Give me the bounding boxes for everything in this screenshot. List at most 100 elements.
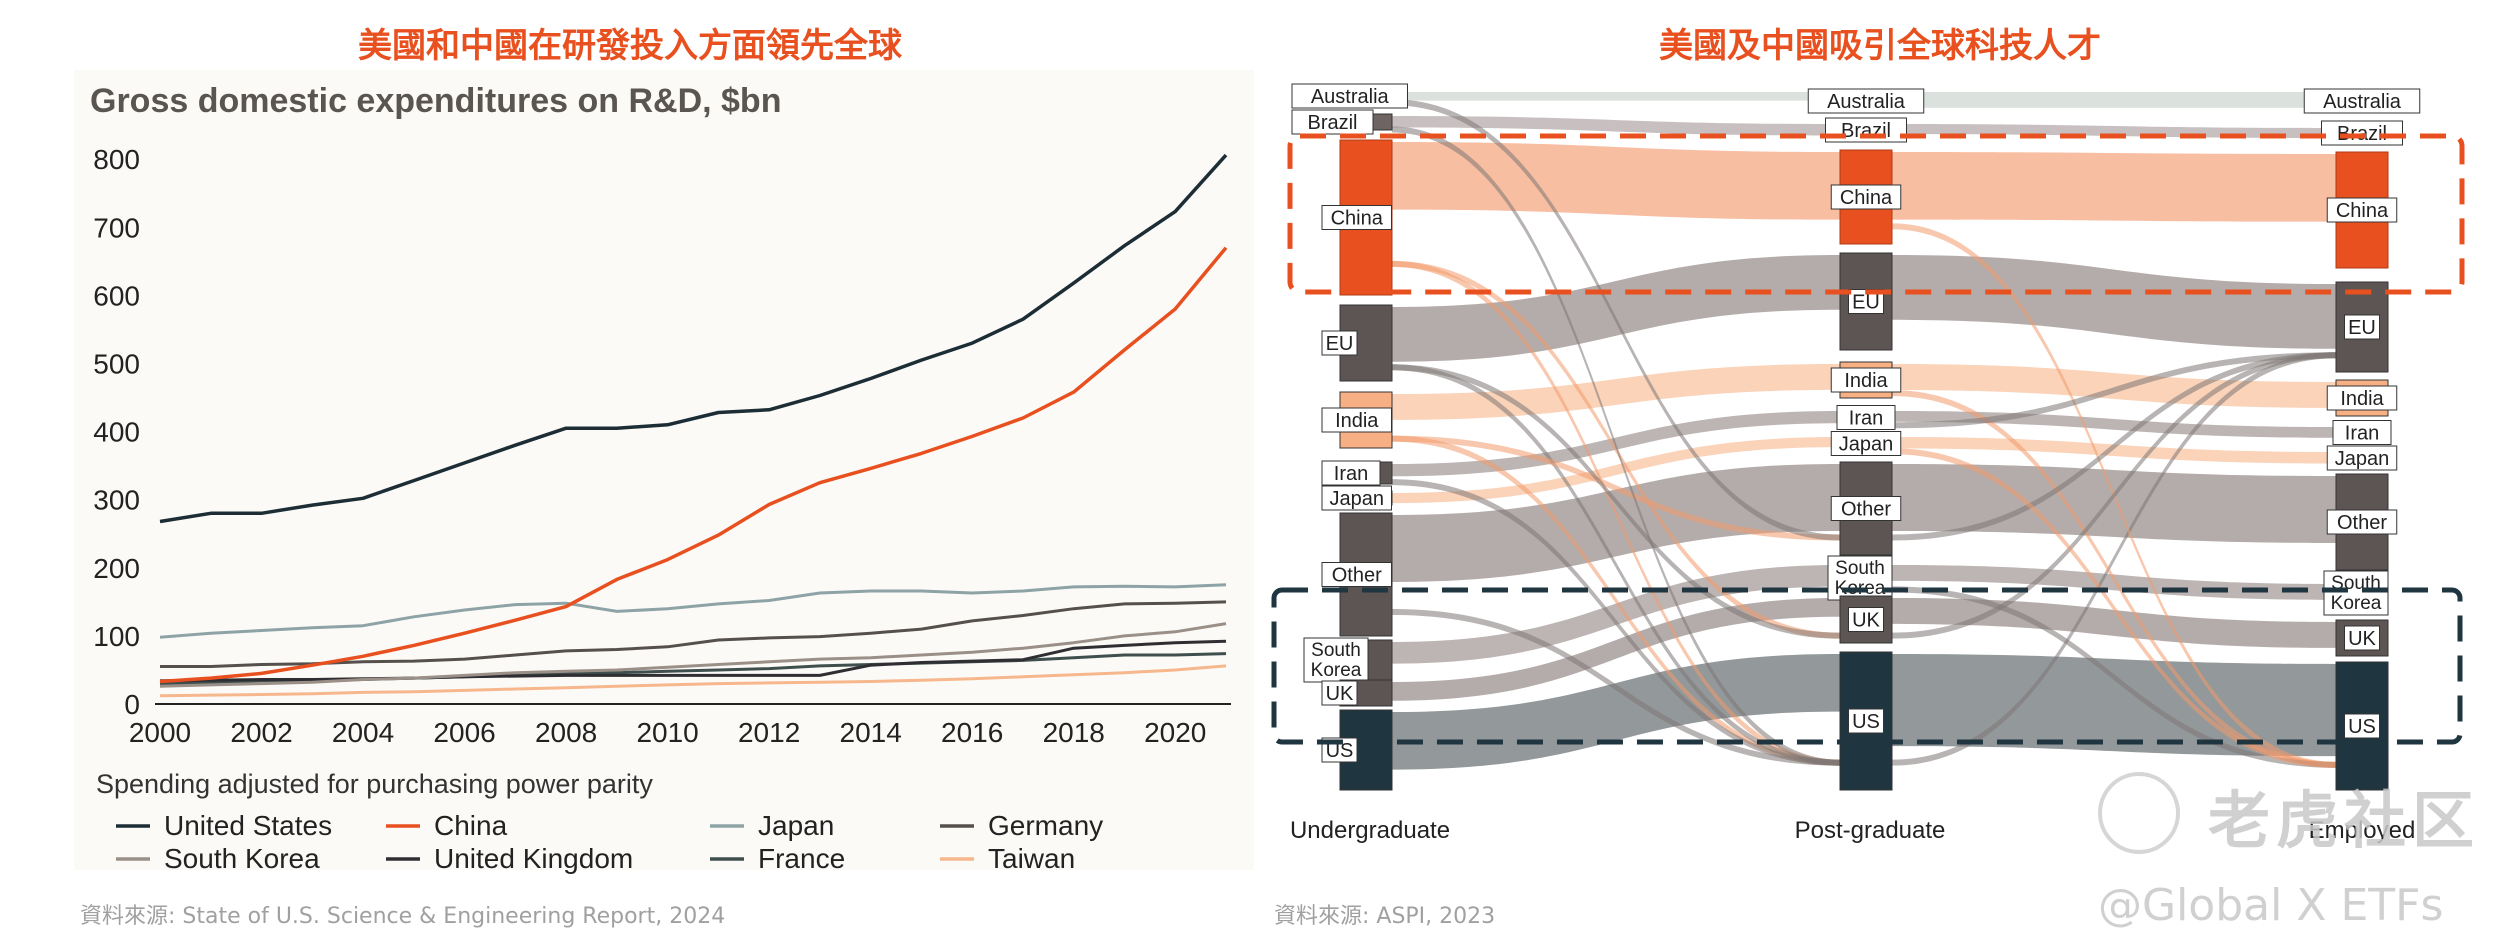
flow-australia xyxy=(1392,92,1840,101)
cross-flow xyxy=(1392,435,1840,541)
node-label-box xyxy=(1321,205,1392,230)
node-label: Japan xyxy=(2335,448,2390,470)
node-label-box xyxy=(1321,562,1392,587)
right-panel: 美國及中國吸引全球科技人才 Australia Brazil China EU Indi… xyxy=(1260,0,2500,949)
y-tick-label: 600 xyxy=(93,280,140,311)
node-label-box xyxy=(1303,637,1369,683)
flow-uk xyxy=(1392,598,1840,701)
cross-flow xyxy=(1392,479,1840,766)
legend-label: France xyxy=(758,843,845,874)
series-line-china xyxy=(159,246,1228,684)
cross-flow xyxy=(1392,126,1840,766)
node-label: Iran xyxy=(1849,408,1883,430)
node-label-box xyxy=(1321,680,1358,706)
node-label: Brazil xyxy=(1307,112,1357,134)
legend-label: South Korea xyxy=(164,843,320,874)
node-label-box xyxy=(2321,120,2403,146)
node-label-box xyxy=(1836,405,1896,430)
node-label: US xyxy=(2348,716,2376,738)
node-label-box xyxy=(2344,713,2380,739)
x-tick-label: 2016 xyxy=(941,717,1003,748)
node-label-box xyxy=(1321,460,1381,486)
stage-label: Undergraduate xyxy=(1290,817,1450,844)
cross-flow xyxy=(1392,260,1840,639)
node-label-box xyxy=(1291,83,1408,109)
flow-brazil xyxy=(1392,116,1840,136)
x-tick-label: 2006 xyxy=(433,717,495,748)
y-tick-label: 400 xyxy=(93,417,140,448)
node-label: UK xyxy=(1852,610,1880,632)
node-label: South xyxy=(1835,558,1885,579)
flow-us xyxy=(1392,654,1840,770)
cross-flow xyxy=(1392,364,1840,639)
x-tick-label: 2000 xyxy=(129,717,191,748)
china-highlight-box xyxy=(1287,133,2465,295)
chart-title: Gross domestic expenditures on R&D, $bn xyxy=(90,82,781,120)
us-highlight-box xyxy=(1271,587,2463,745)
node-label: Other xyxy=(2337,512,2387,534)
node-label: Brazil xyxy=(1841,120,1891,142)
cross-flow xyxy=(1392,260,1840,766)
x-tick-label: 2002 xyxy=(230,717,292,748)
node-label-box xyxy=(2323,570,2389,616)
node-label-box xyxy=(2303,88,2421,114)
node-label: Australia xyxy=(2323,91,2402,113)
y-tick-label: 800 xyxy=(93,144,140,175)
x-tick-label: 2010 xyxy=(636,717,698,748)
flow-china xyxy=(1392,142,1840,220)
cross-flow xyxy=(1392,99,1840,541)
node-label: EU xyxy=(2348,317,2376,339)
node-label-box xyxy=(1830,496,1902,521)
node-label-box xyxy=(2344,314,2380,340)
node-label-box xyxy=(1807,88,1925,114)
node-label-box xyxy=(1291,109,1374,135)
y-tick-label: 300 xyxy=(93,485,140,516)
cross-flow xyxy=(1392,608,1840,766)
x-tick-label: 2020 xyxy=(1144,717,1206,748)
series-line-united-states xyxy=(159,153,1228,524)
x-tick-label: 2004 xyxy=(332,717,394,748)
node-label-box xyxy=(1848,708,1884,734)
flow-eu xyxy=(1392,255,1840,362)
flow-eu xyxy=(1892,255,2336,349)
node-label: UK xyxy=(2348,628,2376,650)
node-label: US xyxy=(1852,711,1880,733)
right-source: 資料來源: ASPI, 2023 xyxy=(1274,904,1496,929)
cross-flow xyxy=(1892,352,2336,766)
watermark-handle: @Global X ETFs xyxy=(2097,880,2444,931)
cross-flow xyxy=(1892,390,2336,768)
tiger-logo-icon xyxy=(2097,772,2180,854)
node-label: EU xyxy=(1852,292,1880,314)
legend-label: United States xyxy=(164,810,332,841)
cross-flow xyxy=(1392,435,1840,766)
node-label-box xyxy=(2326,445,2398,471)
series-line-germany xyxy=(160,600,1227,668)
legend-label: Germany xyxy=(988,810,1103,841)
node-label: Japan xyxy=(1839,434,1894,456)
node-label-box xyxy=(1827,555,1893,601)
left-panel: 美國和中國在研發投入方面領先全球 Gross domestic expendit… xyxy=(80,26,1231,929)
flow-china xyxy=(1892,152,2336,222)
node-label-box xyxy=(1830,184,1902,210)
legend-label: Taiwan xyxy=(988,843,1075,874)
cross-flow xyxy=(1892,586,2336,768)
flow-japan xyxy=(1392,437,1840,504)
node-label: India xyxy=(1844,370,1888,392)
stage-label: Employed xyxy=(2309,817,2416,844)
node-label-box xyxy=(2326,385,2398,411)
y-tick-label: 200 xyxy=(93,553,140,584)
node-label-box xyxy=(2326,509,2398,535)
node-label-box xyxy=(1321,485,1392,511)
x-tick-label: 2018 xyxy=(1043,717,1105,748)
series-line-united-kingdom xyxy=(159,639,1227,683)
node-label-box xyxy=(2326,197,2398,223)
node-label-box xyxy=(1848,607,1884,632)
node-label: China xyxy=(1331,208,1384,230)
y-tick-label: 100 xyxy=(93,621,140,652)
cross-flow xyxy=(1892,448,2336,768)
legend-label: China xyxy=(434,810,508,841)
flow-japan xyxy=(1892,437,2336,464)
node-label: Australia xyxy=(1311,86,1390,108)
left-headline: 美國和中國在研發投入方面領先全球 xyxy=(358,26,902,66)
x-tick-label: 2012 xyxy=(738,717,800,748)
